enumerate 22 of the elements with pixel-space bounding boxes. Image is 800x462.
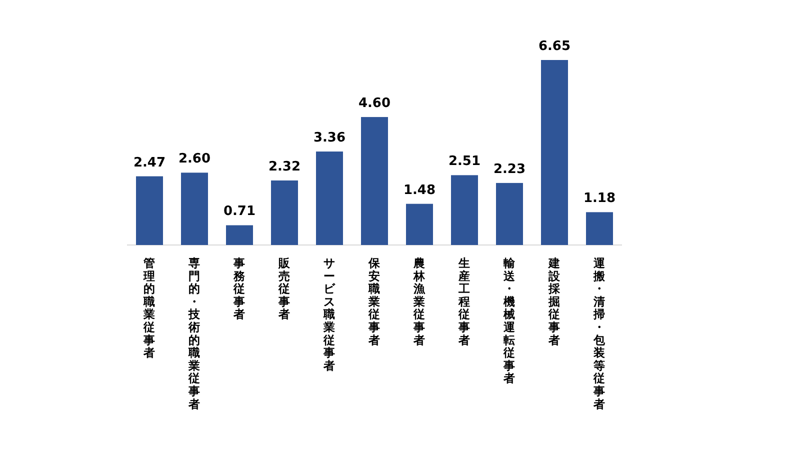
category-label: 運搬・清掃・包装等従事者	[594, 256, 606, 411]
data-label: 4.60	[358, 96, 391, 112]
data-label: 2.51	[448, 154, 481, 170]
category-label: 輸送・機械運転従事者	[504, 256, 516, 386]
data-label: 2.47	[133, 155, 166, 170]
data-label: 2.23	[493, 162, 526, 177]
category-label: サービス職業従事者	[324, 256, 336, 372]
data-label: 2.60	[178, 152, 211, 167]
x-tick-label: 建設採掘従事者	[548, 256, 562, 347]
category-label: 専門的・技術的職業従事者	[188, 256, 200, 411]
x-tick-label: 販売従事者	[278, 256, 292, 322]
x-tick-label: 事務従事者	[232, 256, 246, 322]
data-label: 2.32	[268, 159, 301, 174]
data-label: 3.36	[313, 130, 346, 146]
data-label: 0.71	[223, 204, 256, 220]
x-tick-label: 農林漁業従事者	[412, 256, 426, 347]
data-label: 1.48	[403, 182, 436, 198]
data-label: 1.18	[583, 191, 616, 206]
data-label: 6.65	[538, 39, 571, 54]
x-tick-label: 管理的職業従事者	[142, 256, 156, 360]
x-tick-label: 生産工程従事者	[458, 256, 470, 347]
x-tick-label: 保安職業従事者	[368, 256, 382, 347]
